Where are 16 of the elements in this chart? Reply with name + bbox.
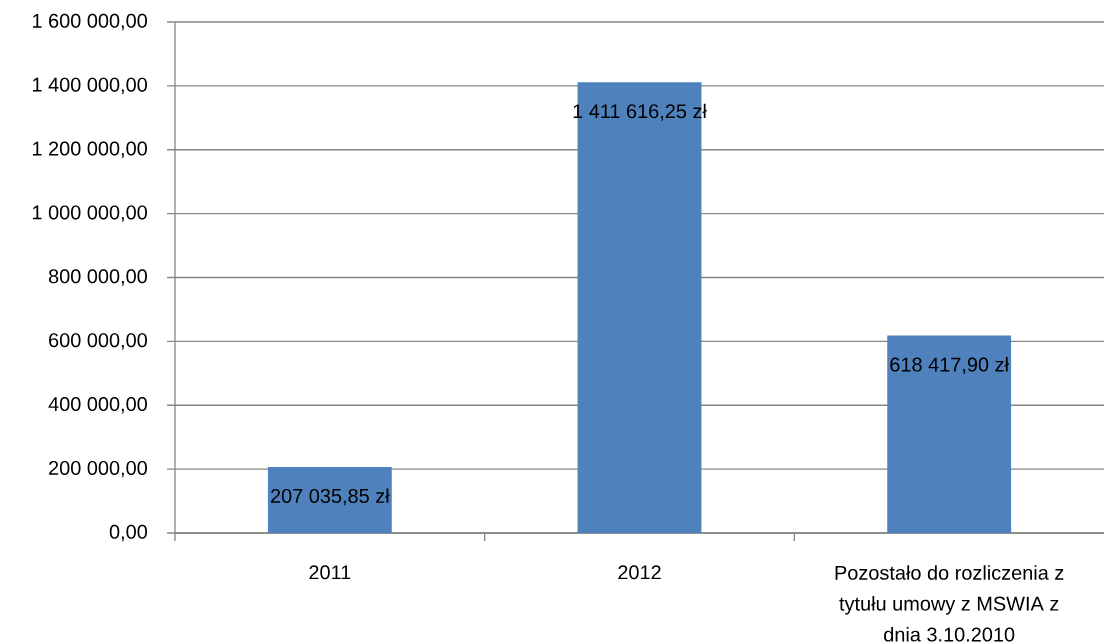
bar [887,335,1012,533]
x-tick-label: 2011 [309,565,351,580]
data-label: 207 035,85 zł [271,488,390,506]
bar [267,466,392,533]
y-tick-label: 1 000 000,00 [32,205,147,222]
y-tick-label: 1 200 000,00 [32,141,147,158]
y-tick-label: 0,00 [109,524,148,542]
y-tick-label: 1 400 000,00 [32,77,147,95]
x-tick-label: Pozostało do rozliczenia z tytułu umowy z MSWIA z dnia 3.10.2010 [835,565,1064,642]
data-label: 618 417,90 zł [890,357,1009,374]
y-tick-label: 800 000,00 [48,269,147,286]
y-tick-label: 400 000,00 [48,397,147,414]
y-tick-label: 1 600 000,00 [32,13,147,31]
y-tick-label: 200 000,00 [49,460,147,478]
x-tick-label: 2012 [618,565,661,580]
y-tick-label: 600 000,00 [49,333,147,350]
